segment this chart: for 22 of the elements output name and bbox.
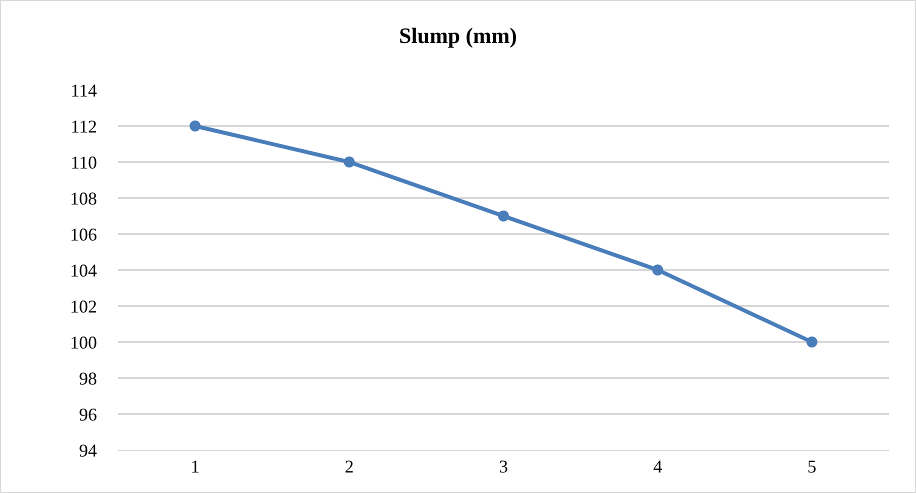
y-tick-label: 110 (70, 152, 97, 172)
x-tick-label: 1 (190, 456, 200, 477)
y-tick-label: 98 (79, 368, 97, 388)
chart-title: Slump (mm) (399, 23, 517, 48)
y-tick-label: 96 (79, 404, 97, 424)
y-tick-label: 114 (70, 80, 97, 100)
x-tick-label: 4 (653, 456, 662, 477)
point (806, 336, 818, 348)
y-tick-label: 102 (70, 296, 97, 316)
y-tick-label: 106 (70, 224, 97, 244)
x-tick-label: 2 (344, 456, 354, 477)
y-tick-label: 100 (70, 332, 97, 352)
x-tick-label: 5 (807, 456, 816, 477)
point (498, 210, 509, 222)
point (190, 120, 201, 132)
point (344, 156, 355, 168)
point (652, 264, 664, 276)
y-tick-label: 104 (70, 260, 97, 280)
y-tick-label: 112 (70, 116, 97, 136)
x-tick-label: 3 (499, 456, 508, 477)
y-tick-label: 94 (79, 440, 97, 460)
y-tick-label: 108 (70, 188, 97, 208)
